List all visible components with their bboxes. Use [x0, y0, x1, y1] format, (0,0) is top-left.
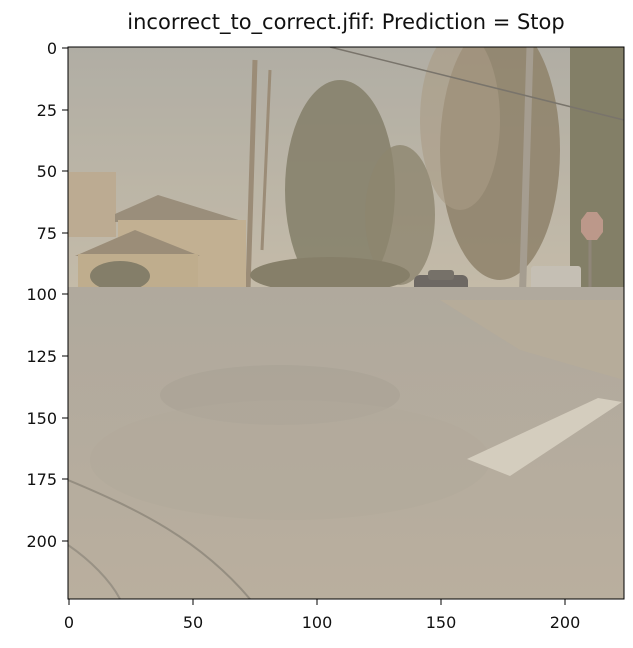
- x-axis: 0 50 100 150 200: [64, 599, 580, 632]
- x-tick-label: 150: [426, 613, 457, 632]
- photo-street-scene: [68, 47, 624, 599]
- y-tick-label: 200: [26, 532, 57, 551]
- x-tick-label: 0: [64, 613, 74, 632]
- y-tick-label: 150: [26, 409, 57, 428]
- y-tick-label: 50: [37, 162, 57, 181]
- y-tick-label: 25: [37, 101, 57, 120]
- y-tick-label: 125: [26, 347, 57, 366]
- x-tick-label: 200: [550, 613, 581, 632]
- figure-title: incorrect_to_correct.jfif: Prediction = …: [127, 10, 565, 34]
- x-tick-label: 100: [302, 613, 333, 632]
- y-tick-label: 0: [47, 39, 57, 58]
- axes-frame: [67, 46, 625, 600]
- y-tick-label: 175: [26, 470, 57, 489]
- y-tick-label: 75: [37, 224, 57, 243]
- y-axis: 0 25 50 75 100 125 150 175 200: [26, 39, 68, 551]
- x-tick-label: 50: [183, 613, 203, 632]
- y-tick-label: 100: [26, 285, 57, 304]
